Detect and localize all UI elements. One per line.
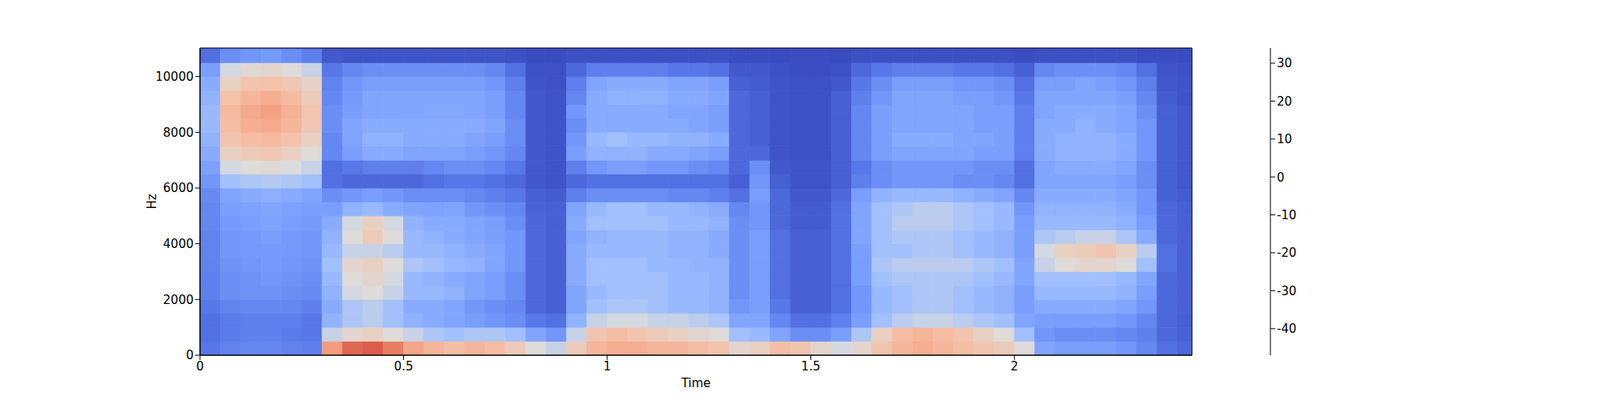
svg-text:2: 2 [1010, 359, 1019, 374]
svg-text:2000: 2000 [163, 292, 194, 308]
svg-text:Time: Time [680, 376, 712, 391]
svg-text:1.5: 1.5 [801, 359, 821, 374]
svg-text:-40: -40 [1276, 321, 1297, 336]
svg-text:1: 1 [603, 359, 612, 374]
svg-text:8000: 8000 [163, 125, 194, 140]
svg-text:0: 0 [185, 348, 194, 363]
svg-text:10: 10 [1276, 132, 1292, 147]
svg-text:30: 30 [1276, 56, 1292, 71]
svg-text:-10: -10 [1276, 208, 1297, 223]
svg-text:-30: -30 [1276, 284, 1297, 299]
svg-text:Hz: Hz [144, 193, 160, 209]
svg-text:0: 0 [1276, 170, 1285, 185]
svg-text:6000: 6000 [163, 180, 194, 196]
svg-text:-20: -20 [1276, 245, 1297, 260]
svg-text:10000: 10000 [155, 69, 194, 84]
svg-text:4000: 4000 [163, 236, 194, 252]
svg-text:0: 0 [196, 359, 204, 374]
svg-text:0.5: 0.5 [394, 359, 414, 374]
svg-text:20: 20 [1276, 94, 1292, 109]
